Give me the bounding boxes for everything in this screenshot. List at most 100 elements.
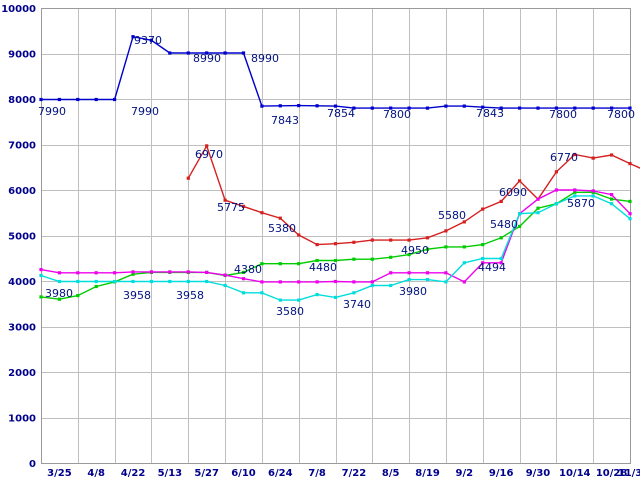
data-point-blue: [278, 104, 282, 108]
point-value-label: 7843: [271, 114, 299, 127]
series-blue: [39, 35, 632, 110]
point-value-label: 7990: [38, 105, 66, 118]
data-point-blue: [94, 97, 98, 102]
x-tick-label: 10/28: [596, 468, 628, 479]
point-value-label: 5380: [268, 222, 296, 235]
data-point-blue: [425, 106, 430, 110]
data-point-magenta: [573, 188, 577, 192]
data-point-cyan: [223, 283, 227, 288]
point-value-label: 5775: [217, 201, 245, 214]
y-tick-label: 9000: [8, 50, 36, 61]
point-value-label: 3958: [176, 289, 204, 302]
data-point-blue: [186, 51, 190, 55]
data-point-magenta: [352, 280, 356, 284]
data-point-cyan: [444, 280, 448, 284]
data-point-red: [610, 153, 614, 157]
data-point-cyan: [186, 279, 190, 284]
data-point-magenta: [554, 188, 558, 192]
x-tick-label: 9/2: [456, 468, 474, 479]
point-value-label: 7990: [131, 105, 159, 118]
data-point-red: [462, 220, 466, 224]
point-value-label: 7854: [327, 107, 355, 120]
data-point-blue: [444, 104, 448, 108]
data-point-magenta: [370, 280, 374, 284]
point-value-label: 4380: [234, 263, 262, 276]
data-point-green: [610, 197, 614, 201]
point-value-label: 8990: [251, 52, 279, 65]
series-line-green: [40, 191, 631, 300]
data-point-red: [389, 238, 393, 242]
data-point-cyan: [536, 211, 540, 215]
data-point-green: [444, 245, 448, 249]
point-value-label: 6090: [499, 186, 527, 199]
data-point-magenta: [39, 268, 43, 272]
data-point-magenta: [186, 270, 190, 274]
point-value-label: 3580: [276, 305, 304, 318]
data-point-magenta: [131, 270, 135, 274]
x-tick-label: 7/8: [308, 468, 326, 479]
data-point-green: [333, 258, 338, 263]
data-point-green: [352, 257, 356, 261]
series-cyan: [39, 194, 632, 302]
y-tick-label: 1000: [8, 414, 36, 425]
data-point-green: [425, 247, 430, 251]
y-tick-label: 0: [29, 459, 36, 470]
data-point-magenta: [149, 270, 153, 274]
y-tick-label: 2000: [8, 368, 36, 379]
data-point-cyan: [425, 278, 430, 282]
x-tick-label: 7/22: [342, 468, 367, 479]
data-point-magenta: [94, 271, 98, 275]
data-point-cyan: [241, 291, 246, 295]
chart-gridlines: [41, 8, 631, 464]
data-point-cyan: [94, 279, 98, 284]
data-point-cyan: [389, 283, 393, 288]
data-point-cyan: [149, 279, 153, 284]
data-point-blue: [554, 106, 558, 110]
data-point-cyan: [352, 291, 356, 295]
data-point-green: [57, 297, 61, 301]
data-point-cyan: [573, 194, 577, 198]
point-value-label: 6770: [550, 151, 578, 164]
point-value-label: 4480: [309, 261, 337, 274]
data-point-magenta: [223, 273, 227, 277]
data-point-red: [205, 144, 209, 148]
data-point-magenta: [628, 212, 632, 216]
series-line-blue: [41, 35, 630, 109]
data-point-magenta: [241, 277, 246, 281]
data-point-magenta: [610, 193, 614, 197]
x-tick-label: 5/27: [194, 468, 219, 479]
data-point-green: [389, 255, 393, 259]
data-point-blue: [205, 51, 209, 55]
data-point-green: [518, 224, 522, 228]
data-point-blue: [591, 106, 595, 110]
data-point-blue: [370, 106, 374, 110]
data-point-red: [333, 242, 338, 246]
data-point-cyan: [297, 298, 301, 302]
data-point-blue: [352, 106, 356, 110]
data-point-green: [370, 257, 374, 261]
data-point-magenta: [76, 271, 80, 275]
chart-point-labels: 7990 7990 9370 8990 8990 7843 7854 7800 7843 7800…: [38, 34, 635, 318]
data-point-red: [573, 152, 577, 157]
data-point-blue: [389, 106, 393, 110]
point-value-label: 7800: [549, 108, 577, 121]
data-point-cyan: [591, 194, 595, 198]
y-tick-label: 3000: [8, 323, 36, 334]
series-green: [39, 190, 632, 301]
point-value-label: 4494: [478, 261, 506, 274]
data-point-magenta: [444, 271, 448, 275]
data-point-cyan: [628, 217, 632, 221]
data-point-magenta: [536, 197, 540, 201]
data-point-magenta: [168, 270, 172, 274]
data-point-magenta: [205, 270, 209, 274]
series-magenta: [39, 188, 632, 284]
y-axis-tick-labels: 0 1000 2000 3000 4000 5000 6000 7000 8000 9000 100…: [1, 4, 36, 470]
data-point-cyan: [554, 202, 558, 206]
data-point-magenta: [425, 271, 430, 275]
y-tick-label: 7000: [8, 141, 36, 152]
data-point-cyan: [205, 279, 209, 284]
x-tick-label: 11/3: [618, 468, 640, 479]
data-point-green: [260, 262, 264, 266]
data-point-green: [94, 284, 98, 289]
data-point-green: [297, 262, 301, 266]
